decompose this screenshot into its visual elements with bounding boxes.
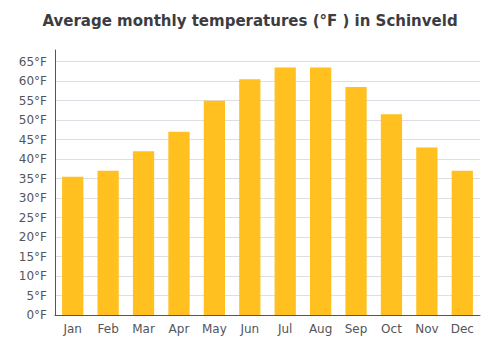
svg-text:60°F: 60°F	[19, 74, 47, 88]
svg-text:45°F: 45°F	[19, 133, 47, 147]
svg-text:5°F: 5°F	[26, 289, 47, 303]
svg-text:30°F: 30°F	[19, 191, 47, 205]
svg-text:25°F: 25°F	[19, 211, 47, 225]
svg-text:Mar: Mar	[132, 322, 155, 336]
svg-text:Jan: Jan	[62, 322, 82, 336]
svg-text:Dec: Dec	[451, 322, 474, 336]
svg-text:10°F: 10°F	[19, 269, 47, 283]
svg-text:55°F: 55°F	[19, 94, 47, 108]
svg-text:Jul: Jul	[277, 322, 292, 336]
svg-text:Jun: Jun	[239, 322, 259, 336]
svg-text:Nov: Nov	[415, 322, 438, 336]
svg-text:50°F: 50°F	[19, 113, 47, 127]
svg-text:35°F: 35°F	[19, 172, 47, 186]
svg-text:20°F: 20°F	[19, 230, 47, 244]
svg-text:0°F: 0°F	[26, 308, 47, 322]
svg-text:Average monthly temperatures (: Average monthly temperatures (°F ) in Sc…	[42, 12, 457, 30]
svg-text:Oct: Oct	[381, 322, 402, 336]
svg-text:Apr: Apr	[169, 322, 190, 336]
svg-text:40°F: 40°F	[19, 152, 47, 166]
svg-text:15°F: 15°F	[19, 250, 47, 264]
svg-text:Aug: Aug	[309, 322, 332, 336]
svg-text:Feb: Feb	[98, 322, 119, 336]
svg-text:65°F: 65°F	[19, 55, 47, 69]
svg-text:May: May	[202, 322, 227, 336]
svg-text:Sep: Sep	[345, 322, 368, 336]
